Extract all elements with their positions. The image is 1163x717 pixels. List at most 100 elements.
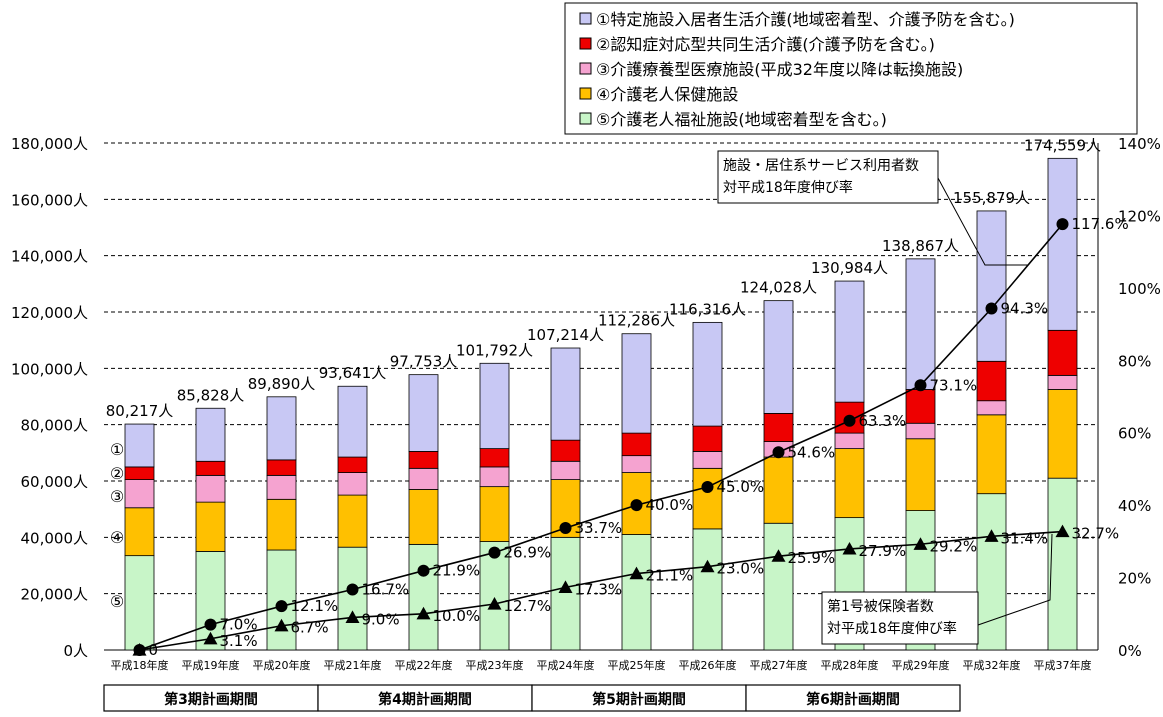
- total-label: 93,641人: [319, 364, 387, 382]
- x-tick-label: 平成29年度: [892, 658, 950, 672]
- bar-segment-s1: [124, 423, 155, 468]
- growth-service-point: [1056, 218, 1069, 231]
- growth-insured-label: 9.0%: [362, 610, 400, 628]
- bar-segment-s4: [337, 494, 368, 548]
- growth-insured-point: [416, 606, 431, 620]
- bar-segment-s3: [692, 451, 723, 469]
- bar-segment-s5: [763, 522, 794, 651]
- growth-service-label: 40.0%: [646, 496, 694, 514]
- y-right-tick-label: 100%: [1118, 280, 1161, 298]
- total-label: 116,316人: [669, 300, 746, 318]
- total-label: 130,984人: [811, 259, 888, 277]
- growth-service-point: [985, 302, 998, 315]
- bar-segment-s5: [408, 543, 439, 651]
- growth-insured-label: 32.7%: [1072, 525, 1120, 543]
- bars: [124, 157, 1078, 651]
- series-marker-s5: ⑤: [110, 592, 124, 611]
- series-marker-s1: ①: [110, 440, 124, 459]
- period-label: 第3期計画期間: [164, 691, 258, 708]
- growth-lines: [132, 218, 1070, 656]
- growth-service-point: [488, 546, 501, 559]
- growth-insured-label: 27.9%: [859, 542, 907, 560]
- bar-segment-s3: [408, 467, 439, 490]
- growth-insured-label: 31.4%: [1001, 529, 1049, 547]
- legend-swatch: [579, 87, 592, 100]
- growth-service-point: [275, 600, 288, 613]
- annotation-insured-box: [821, 591, 979, 645]
- growth-insured-label: 23.0%: [717, 560, 765, 578]
- bar-segment-s4: [763, 456, 794, 524]
- bar-segment-s3: [195, 474, 226, 503]
- y-right-tick-label: 20%: [1118, 570, 1151, 588]
- growth-insured-point: [984, 529, 999, 542]
- total-label: 124,028人: [740, 279, 817, 297]
- y-left-tick-label: 140,000人: [11, 248, 88, 266]
- period-label: 第6期計画期間: [806, 691, 900, 708]
- legend-label: ①特定施設入居者生活介護(地域密着型、介護予防を含む。): [596, 10, 1015, 29]
- growth-service-point: [772, 446, 785, 459]
- legend-label: ③介護療養型医療施設(平成32年度以降は転換施設): [596, 60, 963, 79]
- legend: ①特定施設入居者生活介護(地域密着型、介護予防を含む。) ②認知症対応型共同生活介…: [564, 2, 1138, 135]
- y-right-tick-label: 80%: [1118, 352, 1151, 370]
- bar-segment-s2: [408, 451, 439, 469]
- y-left-tick-label: 80,000人: [21, 417, 89, 435]
- bar-segment-s1: [1047, 157, 1078, 331]
- total-label: 97,753人: [390, 353, 458, 371]
- bar-segment-s4: [266, 498, 297, 551]
- bar-segment-s3: [550, 460, 581, 480]
- growth-service-label: 33.7%: [575, 519, 623, 537]
- x-tick-label: 平成18年度: [111, 658, 169, 672]
- y-left-tick-label: 0人: [63, 642, 88, 660]
- bar-segment-s1: [408, 374, 439, 452]
- bar-segment-s4: [692, 467, 723, 530]
- growth-insured-point: [203, 631, 218, 645]
- bar-segment-s1: [479, 362, 510, 450]
- period-cell: [317, 684, 533, 712]
- bar-segment-s4: [976, 414, 1007, 495]
- bar-segment-s1: [621, 333, 652, 434]
- bar-segment-s2: [692, 425, 723, 452]
- bar-segment-s3: [1047, 374, 1078, 390]
- bar-segment-s1: [266, 396, 297, 461]
- growth-service-label: 117.6%: [1072, 215, 1129, 233]
- total-label: 107,214人: [527, 326, 604, 344]
- annotation-service-text: 対平成18年度伸び率: [723, 179, 853, 196]
- x-tick-label: 平成22年度: [395, 658, 453, 672]
- growth-insured-point: [132, 643, 147, 656]
- bar-segment-s3: [124, 479, 155, 509]
- growth-insured-point: [700, 559, 715, 573]
- period-label: 第4期計画期間: [378, 691, 472, 708]
- growth-service-point: [701, 481, 714, 494]
- growth-insured-point: [629, 566, 644, 580]
- total-label: 138,867人: [882, 237, 959, 255]
- total-label: 112,286人: [598, 312, 675, 330]
- total-label: 101,792人: [456, 341, 533, 359]
- y-right-tick-label: 0%: [1118, 642, 1142, 660]
- bar-segment-s3: [337, 472, 368, 496]
- annotation-service-leader: [937, 177, 1028, 266]
- y-right-tick-label: 120%: [1118, 207, 1161, 225]
- period-cell: [745, 684, 961, 712]
- x-tick-label: 平成21年度: [324, 658, 382, 672]
- growth-service-point: [417, 564, 430, 577]
- growth-service-line: [139, 223, 1064, 651]
- growth-service-label: 26.9%: [504, 544, 552, 562]
- growth-insured-point: [274, 618, 289, 632]
- bar-segment-s4: [195, 501, 226, 552]
- legend-swatch: [579, 37, 592, 50]
- annotation-insured-text: 第1号被保険者数: [827, 598, 934, 615]
- bar-segment-s4: [834, 448, 865, 519]
- growth-insured-label: 12.7%: [504, 597, 552, 615]
- growth-service-label: 73.1%: [930, 376, 978, 394]
- x-tick-label: 平成23年度: [466, 658, 524, 672]
- growth-service-point: [346, 583, 359, 596]
- growth-insured-point: [842, 541, 857, 555]
- total-label: 174,559人: [1024, 136, 1101, 154]
- y-right-tick-label: 140%: [1118, 135, 1161, 153]
- bar-segment-s1: [976, 210, 1007, 362]
- x-tick-label: 平成32年度: [963, 658, 1021, 672]
- bar-segment-s4: [1047, 389, 1078, 479]
- bar-segment-s5: [976, 493, 1007, 651]
